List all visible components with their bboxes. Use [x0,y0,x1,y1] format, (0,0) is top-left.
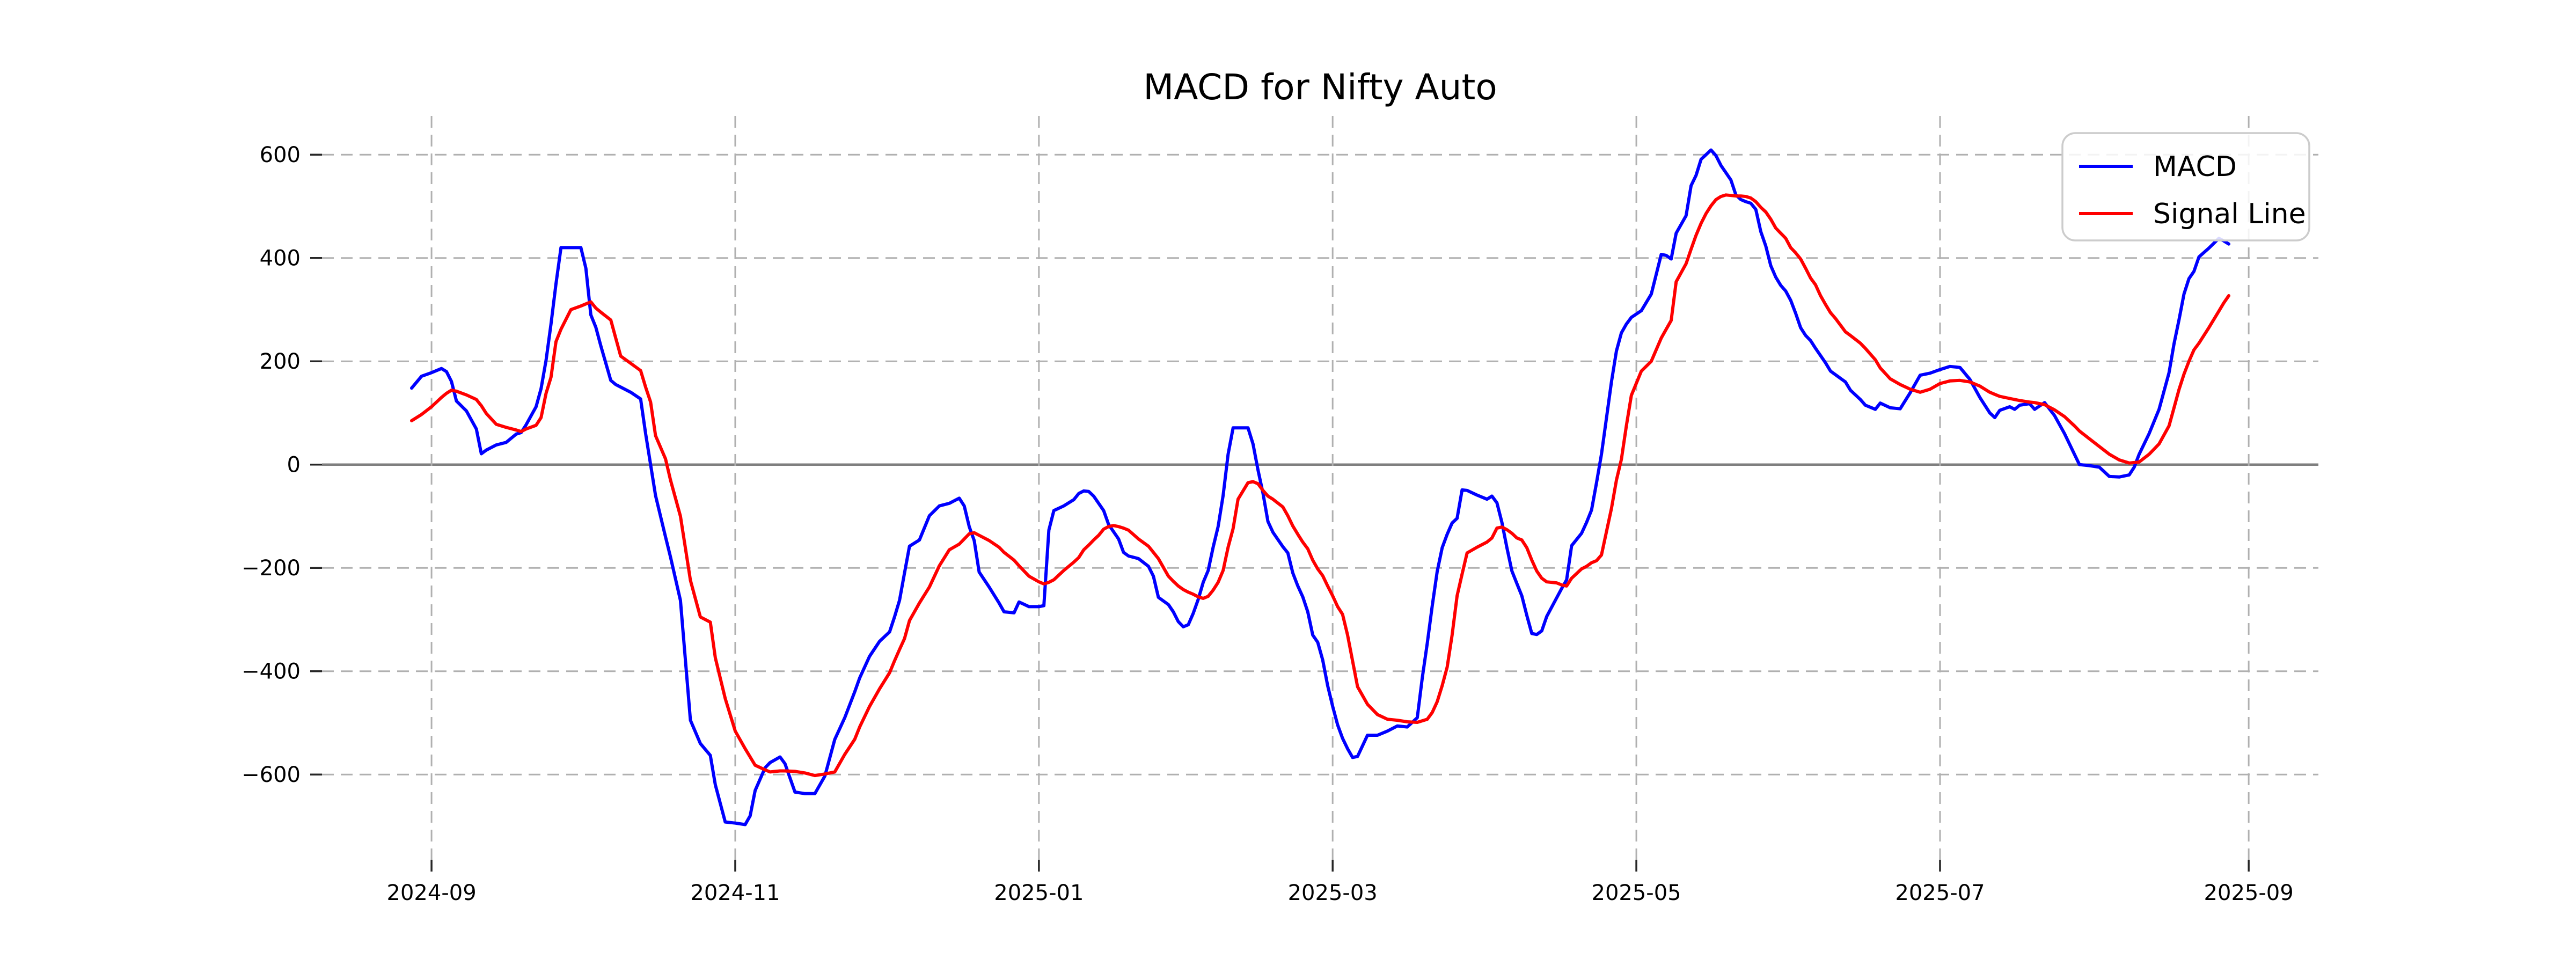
series-layer [410,148,2230,826]
macd-line [410,148,2230,826]
y-tick-label: 400 [260,246,301,271]
y-tick-label: −400 [241,660,301,684]
y-tick-label: 200 [260,349,301,374]
tick-layer: 600 400 200 0 −200 −400 −600 2024-09 2024-11 2025… [241,143,2294,905]
legend-macd-label: MACD [2153,151,2237,183]
x-tick-label: 2025-07 [1895,881,1985,905]
y-tick-label: 0 [287,453,301,478]
x-tick-label: 2025-01 [994,881,1084,905]
x-tick-label: 2025-05 [1592,881,1681,905]
y-tick-label: −600 [241,763,301,787]
legend-signal-label: Signal Line [2153,198,2306,230]
y-tick-label: 600 [260,143,301,167]
chart-title: MACD for Nifty Auto [1143,67,1497,108]
x-tick-label: 2024-11 [690,881,780,905]
x-tick-label: 2024-09 [387,881,477,905]
grid-layer [322,116,2318,860]
x-tick-label: 2025-09 [2204,881,2294,905]
y-tick-label: −200 [241,556,301,581]
x-tick-label: 2025-03 [1288,881,1378,905]
signal-line [410,193,2230,778]
legend: MACD Signal Line [2061,132,2310,241]
